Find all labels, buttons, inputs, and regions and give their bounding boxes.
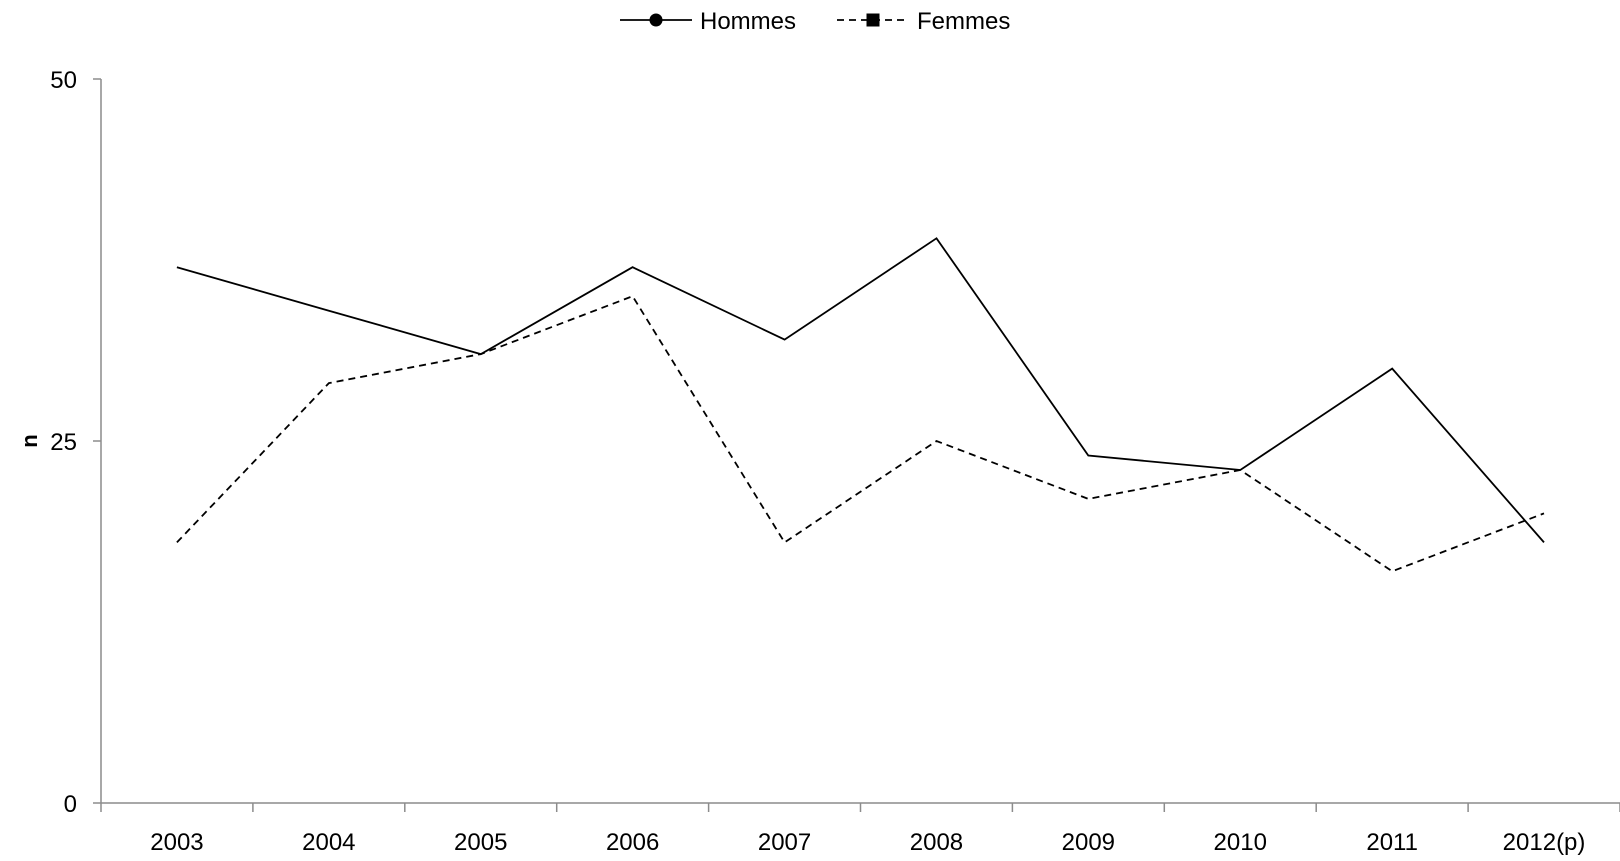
- x-tick-label: 2007: [758, 829, 811, 856]
- x-axis: 2003 2004 2005 2006 2007 2008 2009 2010 2011 2012…: [100, 802, 1620, 856]
- series-line-hommes: [176, 237, 1545, 543]
- y-tick-label: 50: [50, 67, 77, 94]
- x-tick-label: 2009: [1062, 829, 1115, 856]
- y-tick-label: 0: [64, 791, 77, 818]
- legend-label-hommes: Hommes: [700, 8, 796, 35]
- legend: Hommes Femmes: [620, 8, 1010, 35]
- y-axis: 0 25 50: [50, 67, 102, 818]
- series-line-femmes: [176, 295, 1545, 573]
- x-tick-label: 2012(p): [1503, 829, 1586, 856]
- x-tick-label: 2004: [302, 829, 355, 856]
- circle-marker-icon: [649, 13, 663, 27]
- legend-label-femmes: Femmes: [917, 8, 1010, 35]
- y-tick-label: 25: [50, 429, 77, 456]
- x-tick-label: 2011: [1366, 829, 1418, 856]
- x-tick-label: 2003: [150, 829, 203, 856]
- x-tick-label: 2005: [454, 829, 507, 856]
- square-marker-icon: [866, 13, 880, 27]
- y-axis-title: n: [17, 434, 42, 447]
- x-tick-label: 2008: [910, 829, 963, 856]
- x-tick-label: 2006: [606, 829, 659, 856]
- plot-area: [176, 237, 1545, 573]
- x-tick-label: 2010: [1214, 829, 1267, 856]
